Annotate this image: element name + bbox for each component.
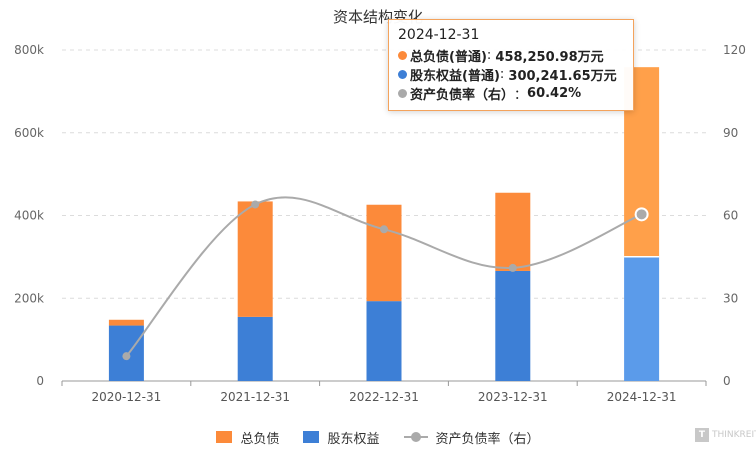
x-tick-label: 2020-12-31 <box>92 390 162 404</box>
chart-tooltip: 2024-12-31 总负债(普通): 458,250.98万元 股东权益(普通… <box>388 19 634 111</box>
x-tick-label: 2024-12-31 <box>607 390 677 404</box>
legend-item-ratio[interactable]: 资产负债率（右） <box>403 428 540 447</box>
bar-liabilities <box>495 192 531 271</box>
y-right-tick-label: 120 <box>723 43 746 57</box>
tooltip-row-equity: 股东权益(普通): 300,241.65万元 <box>398 65 624 84</box>
tooltip-label: 资产负债率（右） <box>410 88 515 103</box>
y-left-tick-label: 600k <box>14 126 44 140</box>
point-debt-ratio <box>122 352 131 361</box>
bar-equity <box>495 270 531 381</box>
legend-item-liabilities[interactable]: 总负债 <box>216 428 279 447</box>
watermark-logo-icon: T <box>695 428 709 442</box>
tooltip-date: 2024-12-31 <box>398 27 480 43</box>
y-right-tick-label: 30 <box>723 291 738 305</box>
tooltip-label: 股东权益(普通) <box>410 69 500 84</box>
point-debt-ratio <box>634 207 649 222</box>
bar-liabilities <box>366 204 402 302</box>
x-tick-label: 2022-12-31 <box>349 390 419 404</box>
bar-equity <box>237 316 273 381</box>
x-tick-label: 2021-12-31 <box>220 390 290 404</box>
legend-item-equity[interactable]: 股东权益 <box>303 428 380 447</box>
tooltip-row-liabilities: 总负债(普通): 458,250.98万元 <box>398 46 624 65</box>
y-right-tick-label: 60 <box>723 209 738 223</box>
y-left-tick-label: 800k <box>14 43 44 57</box>
point-debt-ratio <box>380 225 388 234</box>
legend-swatch-liabilities <box>216 431 233 443</box>
tooltip-dot-liabilities <box>398 51 407 60</box>
bar-liabilities <box>108 319 144 326</box>
x-tick-label: 2023-12-31 <box>478 390 548 404</box>
tooltip-dot-ratio <box>398 89 407 98</box>
bar-equity <box>624 256 660 381</box>
legend-swatch-ratio <box>403 431 428 443</box>
tooltip-value: 60.42% <box>527 86 582 101</box>
tooltip-row-ratio: 资产负债率（右）： 60.42% <box>398 84 624 103</box>
tooltip-value: 458,250.98万元 <box>495 50 604 65</box>
tooltip-value: 300,241.65万元 <box>508 69 617 84</box>
tooltip-label: 总负债(普通) <box>410 50 487 65</box>
chart-legend: 总负债 股东权益 资产负债率（右） <box>0 427 756 447</box>
legend-label: 股东权益 <box>327 431 380 447</box>
legend-swatch-equity <box>303 431 320 443</box>
chart-title: 资本结构变化 <box>332 8 423 26</box>
point-debt-ratio <box>251 200 260 209</box>
y-left-tick-label: 200k <box>14 291 44 305</box>
point-debt-ratio <box>508 263 517 272</box>
watermark: T THINKREIT <box>695 428 756 442</box>
line-debt-ratio <box>125 196 642 357</box>
y-left-tick-label: 400k <box>14 209 44 223</box>
y-right-tick-label: 90 <box>723 126 738 140</box>
legend-label: 总负债 <box>240 431 280 447</box>
y-right-tick-label: 0 <box>723 374 731 388</box>
legend-label: 资产负债率（右） <box>435 431 540 447</box>
tooltip-dot-equity <box>398 70 407 79</box>
bar-equity <box>366 301 402 381</box>
watermark-text: THINKREIT <box>712 430 756 440</box>
bar-liabilities <box>237 201 273 317</box>
y-left-tick-label: 0 <box>36 374 44 388</box>
